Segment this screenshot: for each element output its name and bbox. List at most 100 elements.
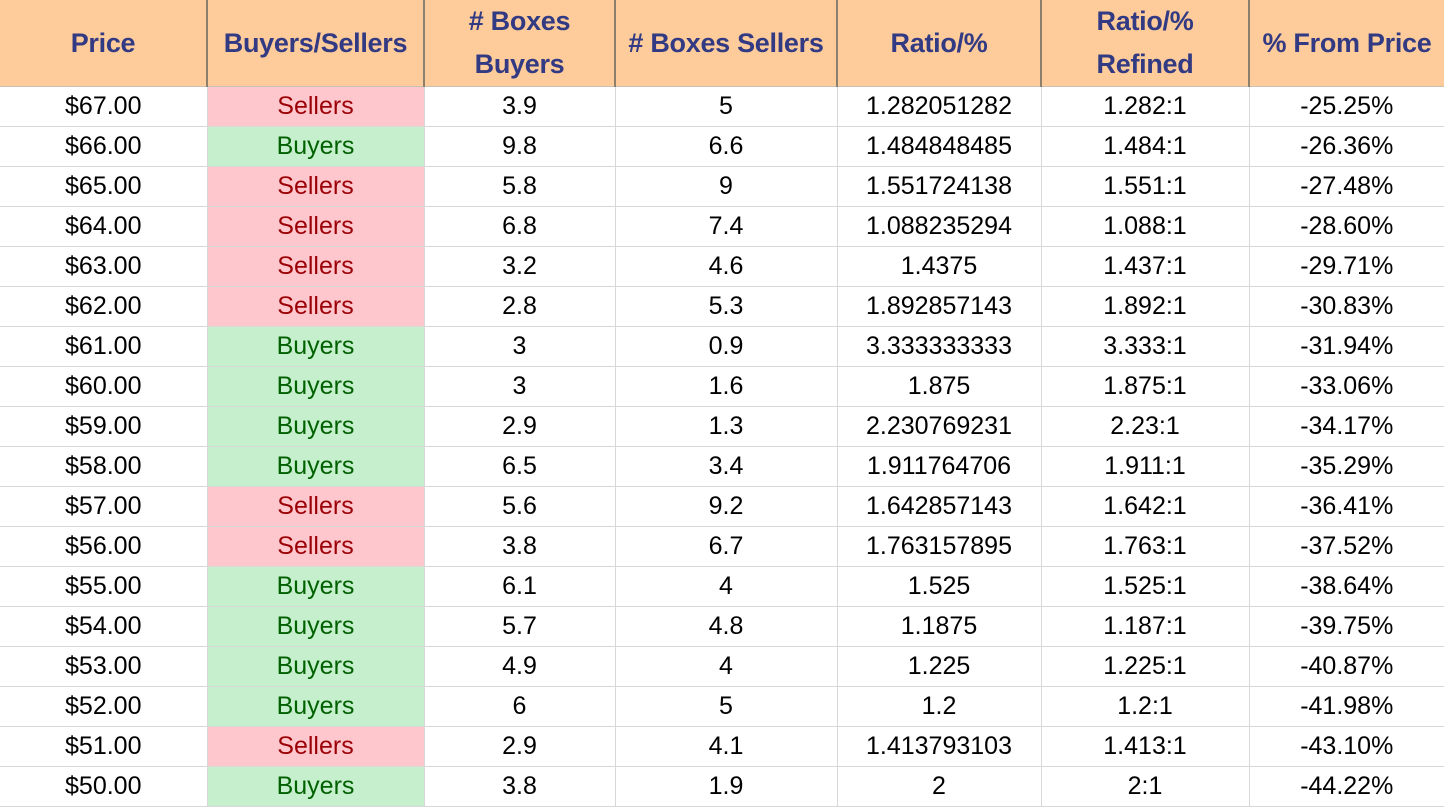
price-cell[interactable]: $56.00 bbox=[0, 526, 207, 567]
ratio-refined-cell[interactable]: 1.525:1 bbox=[1040, 566, 1249, 607]
ratio-refined-cell[interactable]: 1.484:1 bbox=[1040, 126, 1249, 167]
boxes-buyers-cell[interactable]: 3.9 bbox=[423, 86, 615, 127]
boxes-sellers-cell[interactable]: 1.6 bbox=[614, 366, 837, 407]
side-cell[interactable]: Buyers bbox=[206, 326, 424, 367]
ratio-refined-cell[interactable]: 1.763:1 bbox=[1040, 526, 1249, 567]
ratio-refined-cell[interactable]: 2:1 bbox=[1040, 766, 1249, 807]
boxes-sellers-cell[interactable]: 4.8 bbox=[614, 606, 837, 647]
from-price-cell[interactable]: -26.36% bbox=[1248, 126, 1444, 167]
price-cell[interactable]: $60.00 bbox=[0, 366, 207, 407]
ratio-refined-cell[interactable]: 1.875:1 bbox=[1040, 366, 1249, 407]
price-cell[interactable]: $67.00 bbox=[0, 86, 207, 127]
from-price-cell[interactable]: -37.52% bbox=[1248, 526, 1444, 567]
ratio-refined-cell[interactable]: 1.088:1 bbox=[1040, 206, 1249, 247]
boxes-sellers-cell[interactable]: 1.3 bbox=[614, 406, 837, 447]
price-cell[interactable]: $52.00 bbox=[0, 686, 207, 727]
from-price-cell[interactable]: -39.75% bbox=[1248, 606, 1444, 647]
boxes-sellers-cell[interactable]: 6.7 bbox=[614, 526, 837, 567]
ratio-refined-cell[interactable]: 1.551:1 bbox=[1040, 166, 1249, 207]
boxes-buyers-cell[interactable]: 3 bbox=[423, 366, 615, 407]
boxes-sellers-cell[interactable]: 7.4 bbox=[614, 206, 837, 247]
boxes-sellers-cell[interactable]: 4.6 bbox=[614, 246, 837, 287]
ratio-cell[interactable]: 1.1875 bbox=[836, 606, 1041, 647]
boxes-sellers-cell[interactable]: 3.4 bbox=[614, 446, 837, 487]
side-cell[interactable]: Sellers bbox=[206, 206, 424, 247]
ratio-cell[interactable]: 1.875 bbox=[836, 366, 1041, 407]
boxes-buyers-cell[interactable]: 3.2 bbox=[423, 246, 615, 287]
header-price[interactable]: Price bbox=[0, 0, 207, 87]
boxes-sellers-cell[interactable]: 1.9 bbox=[614, 766, 837, 807]
boxes-sellers-cell[interactable]: 5.3 bbox=[614, 286, 837, 327]
header-ratio[interactable]: Ratio/% bbox=[836, 0, 1041, 87]
ratio-refined-cell[interactable]: 1.2:1 bbox=[1040, 686, 1249, 727]
side-cell[interactable]: Buyers bbox=[206, 566, 424, 607]
ratio-cell[interactable]: 1.413793103 bbox=[836, 726, 1041, 767]
ratio-refined-cell[interactable]: 1.187:1 bbox=[1040, 606, 1249, 647]
ratio-cell[interactable]: 1.2 bbox=[836, 686, 1041, 727]
ratio-refined-cell[interactable]: 3.333:1 bbox=[1040, 326, 1249, 367]
boxes-buyers-cell[interactable]: 6 bbox=[423, 686, 615, 727]
side-cell[interactable]: Buyers bbox=[206, 446, 424, 487]
ratio-cell[interactable]: 1.282051282 bbox=[836, 86, 1041, 127]
boxes-sellers-cell[interactable]: 9.2 bbox=[614, 486, 837, 527]
side-cell[interactable]: Sellers bbox=[206, 86, 424, 127]
ratio-refined-cell[interactable]: 1.225:1 bbox=[1040, 646, 1249, 687]
price-cell[interactable]: $50.00 bbox=[0, 766, 207, 807]
from-price-cell[interactable]: -27.48% bbox=[1248, 166, 1444, 207]
boxes-buyers-cell[interactable]: 5.6 bbox=[423, 486, 615, 527]
side-cell[interactable]: Buyers bbox=[206, 766, 424, 807]
from-price-cell[interactable]: -40.87% bbox=[1248, 646, 1444, 687]
side-cell[interactable]: Sellers bbox=[206, 286, 424, 327]
ratio-cell[interactable]: 1.911764706 bbox=[836, 446, 1041, 487]
from-price-cell[interactable]: -31.94% bbox=[1248, 326, 1444, 367]
boxes-buyers-cell[interactable]: 2.9 bbox=[423, 406, 615, 447]
ratio-cell[interactable]: 1.4375 bbox=[836, 246, 1041, 287]
ratio-cell[interactable]: 3.333333333 bbox=[836, 326, 1041, 367]
boxes-buyers-cell[interactable]: 3.8 bbox=[423, 766, 615, 807]
price-cell[interactable]: $65.00 bbox=[0, 166, 207, 207]
from-price-cell[interactable]: -34.17% bbox=[1248, 406, 1444, 447]
ratio-refined-cell[interactable]: 1.892:1 bbox=[1040, 286, 1249, 327]
boxes-buyers-cell[interactable]: 4.9 bbox=[423, 646, 615, 687]
price-cell[interactable]: $62.00 bbox=[0, 286, 207, 327]
boxes-buyers-cell[interactable]: 9.8 bbox=[423, 126, 615, 167]
ratio-cell[interactable]: 1.525 bbox=[836, 566, 1041, 607]
header-from-price[interactable]: % From Price bbox=[1248, 0, 1444, 87]
ratio-refined-cell[interactable]: 1.437:1 bbox=[1040, 246, 1249, 287]
price-cell[interactable]: $64.00 bbox=[0, 206, 207, 247]
price-cell[interactable]: $58.00 bbox=[0, 446, 207, 487]
boxes-sellers-cell[interactable]: 4 bbox=[614, 566, 837, 607]
from-price-cell[interactable]: -33.06% bbox=[1248, 366, 1444, 407]
ratio-cell[interactable]: 1.763157895 bbox=[836, 526, 1041, 567]
side-cell[interactable]: Buyers bbox=[206, 646, 424, 687]
boxes-buyers-cell[interactable]: 6.8 bbox=[423, 206, 615, 247]
price-cell[interactable]: $51.00 bbox=[0, 726, 207, 767]
side-cell[interactable]: Sellers bbox=[206, 486, 424, 527]
boxes-buyers-cell[interactable]: 3 bbox=[423, 326, 615, 367]
from-price-cell[interactable]: -36.41% bbox=[1248, 486, 1444, 527]
ratio-refined-cell[interactable]: 1.282:1 bbox=[1040, 86, 1249, 127]
ratio-cell[interactable]: 2.230769231 bbox=[836, 406, 1041, 447]
boxes-sellers-cell[interactable]: 4 bbox=[614, 646, 837, 687]
side-cell[interactable]: Sellers bbox=[206, 246, 424, 287]
from-price-cell[interactable]: -38.64% bbox=[1248, 566, 1444, 607]
ratio-cell[interactable]: 1.551724138 bbox=[836, 166, 1041, 207]
boxes-sellers-cell[interactable]: 6.6 bbox=[614, 126, 837, 167]
price-cell[interactable]: $59.00 bbox=[0, 406, 207, 447]
side-cell[interactable]: Buyers bbox=[206, 366, 424, 407]
from-price-cell[interactable]: -29.71% bbox=[1248, 246, 1444, 287]
ratio-cell[interactable]: 1.892857143 bbox=[836, 286, 1041, 327]
side-cell[interactable]: Buyers bbox=[206, 406, 424, 447]
boxes-buyers-cell[interactable]: 5.7 bbox=[423, 606, 615, 647]
header-buyers-sellers[interactable]: Buyers/Sellers bbox=[206, 0, 424, 87]
header-boxes-buyers[interactable]: # Boxes Buyers bbox=[423, 0, 615, 87]
from-price-cell[interactable]: -28.60% bbox=[1248, 206, 1444, 247]
ratio-cell[interactable]: 1.484848485 bbox=[836, 126, 1041, 167]
ratio-cell[interactable]: 1.225 bbox=[836, 646, 1041, 687]
from-price-cell[interactable]: -30.83% bbox=[1248, 286, 1444, 327]
side-cell[interactable]: Sellers bbox=[206, 166, 424, 207]
header-boxes-sellers[interactable]: # Boxes Sellers bbox=[614, 0, 837, 87]
price-cell[interactable]: $55.00 bbox=[0, 566, 207, 607]
from-price-cell[interactable]: -41.98% bbox=[1248, 686, 1444, 727]
price-cell[interactable]: $53.00 bbox=[0, 646, 207, 687]
